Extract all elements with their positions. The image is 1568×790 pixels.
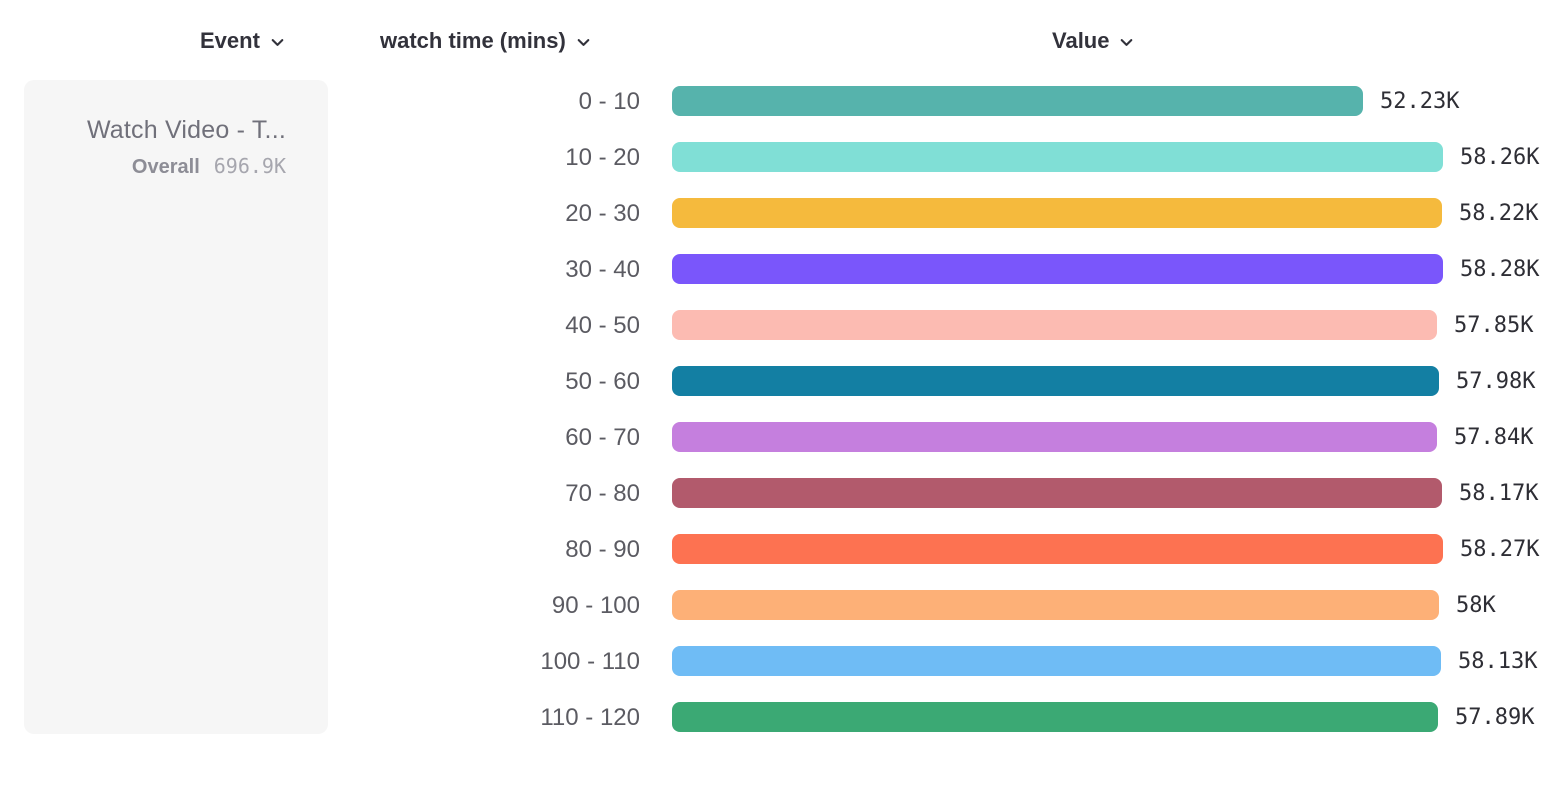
chart-row: 40 - 50 57.85K	[0, 310, 1568, 340]
chart-row: 20 - 30 58.22K	[0, 198, 1568, 228]
value-label: 58.17K	[1459, 481, 1539, 506]
value-label: 57.85K	[1454, 313, 1534, 338]
value-bar[interactable]	[672, 422, 1437, 452]
value-bar[interactable]	[672, 86, 1363, 116]
bin-label: 10 - 20	[565, 144, 640, 171]
bin-label: 30 - 40	[565, 256, 640, 283]
chart-row: 30 - 40 58.28K	[0, 254, 1568, 284]
chevron-down-icon	[575, 31, 592, 51]
value-label: 57.98K	[1456, 369, 1536, 394]
chevron-down-icon	[1118, 31, 1135, 51]
value-bar[interactable]	[672, 198, 1442, 228]
bin-label: 40 - 50	[565, 312, 640, 339]
value-label: 58.27K	[1460, 537, 1540, 562]
value-bar[interactable]	[672, 478, 1442, 508]
value-bar[interactable]	[672, 646, 1441, 676]
value-label: 57.84K	[1454, 425, 1534, 450]
value-label: 57.89K	[1455, 705, 1535, 730]
value-label: 58.22K	[1459, 201, 1539, 226]
chart-row: 70 - 80 58.17K	[0, 478, 1568, 508]
event-column-label: Event	[200, 28, 260, 53]
chart-row: 0 - 10 52.23K	[0, 86, 1568, 116]
value-bar[interactable]	[672, 254, 1443, 284]
overall-label: Overall	[131, 156, 200, 178]
chart-row: 90 - 100 58K	[0, 590, 1568, 620]
bin-label: 20 - 30	[565, 200, 640, 227]
bin-label: 0 - 10	[578, 88, 640, 115]
breakdown-column-label: watch time (mins)	[380, 28, 566, 53]
value-label: 58.28K	[1460, 257, 1540, 282]
value-bar[interactable]	[672, 702, 1438, 732]
overall-summary: Overall 696.9K	[44, 154, 286, 179]
event-name: Watch Video - T...	[86, 116, 286, 144]
value-label: 58.13K	[1458, 649, 1538, 674]
chart-row: 110 - 120 57.89K	[0, 702, 1568, 732]
chart-row: 60 - 70 57.84K	[0, 422, 1568, 452]
value-bar[interactable]	[672, 366, 1439, 396]
chart-row: 10 - 20 58.26K	[0, 142, 1568, 172]
bin-label: 50 - 60	[565, 368, 640, 395]
value-label: 58K	[1456, 593, 1496, 618]
value-label: 58.26K	[1460, 145, 1540, 170]
chart-row: 50 - 60 57.98K	[0, 366, 1568, 396]
chart-row: 80 - 90 58.27K	[0, 534, 1568, 564]
event-column-dropdown[interactable]: Event	[200, 28, 286, 54]
bin-label: 90 - 100	[551, 592, 640, 619]
bin-label: 60 - 70	[565, 424, 640, 451]
value-bar[interactable]	[672, 142, 1443, 172]
value-bar[interactable]	[672, 310, 1437, 340]
value-label: 52.23K	[1380, 89, 1460, 114]
value-column-label: Value	[1052, 28, 1110, 53]
overall-value: 696.9K	[213, 154, 286, 178]
event-card[interactable]: Watch Video - T... Overall 696.9K	[24, 80, 328, 734]
bin-label: 80 - 90	[565, 536, 640, 563]
value-column-dropdown[interactable]: Value	[1052, 28, 1135, 54]
value-bar[interactable]	[672, 590, 1439, 620]
chart-row: 100 - 110 58.13K	[0, 646, 1568, 676]
bin-label: 100 - 110	[540, 648, 640, 675]
bin-label: 70 - 80	[565, 480, 640, 507]
breakdown-column-dropdown[interactable]: watch time (mins)	[380, 28, 592, 54]
value-bar[interactable]	[672, 534, 1443, 564]
bin-label: 110 - 120	[540, 704, 640, 731]
chevron-down-icon	[269, 31, 286, 51]
